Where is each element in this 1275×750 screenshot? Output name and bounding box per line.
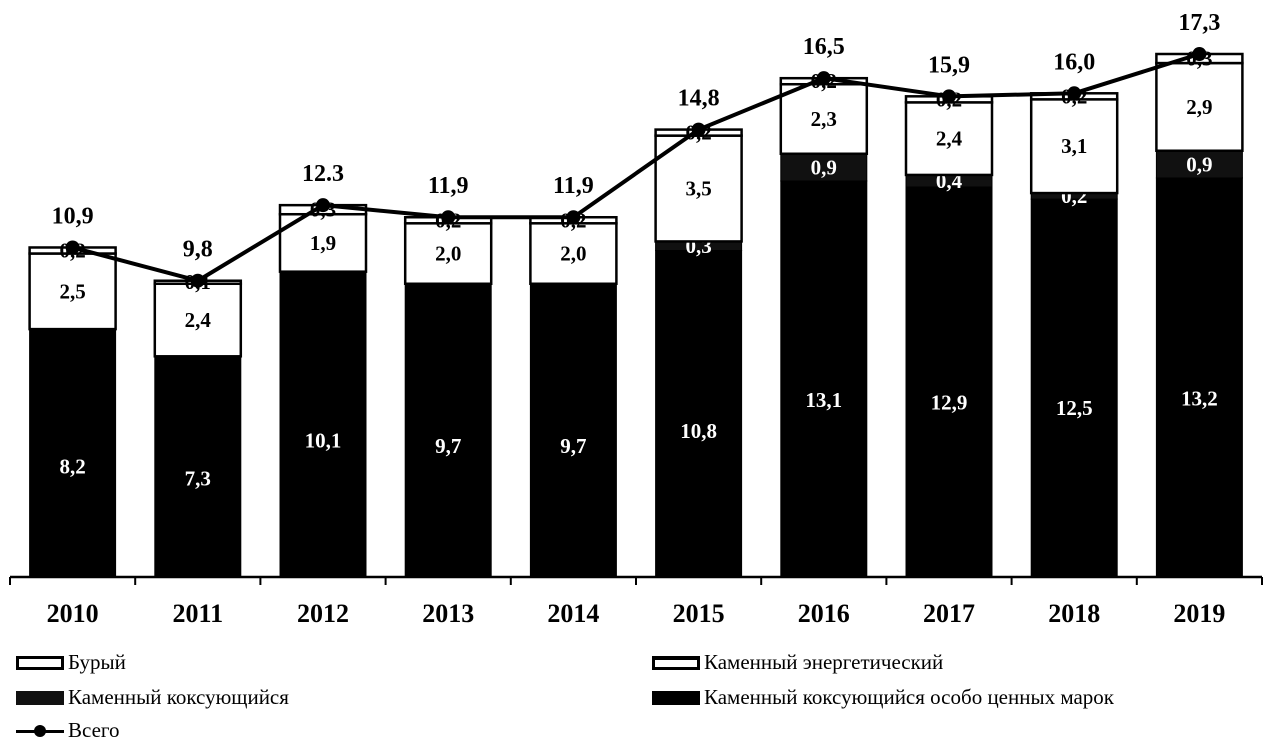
total-label-2010: 10,9 [52,203,94,229]
x-tick-label-2019: 2019 [1173,599,1225,628]
segment-label-1-2017: 12,9 [931,391,968,415]
total-label-2013: 11,9 [428,173,469,199]
segment-label-1-2014: 9,7 [560,434,586,458]
bar-segment-3-2019 [1155,61,1244,152]
bar-segment-1-2015 [655,250,743,578]
total-line [72,52,1200,283]
segment-label-1-2010: 8,2 [59,454,85,478]
bar-segment-3-2018 [1029,98,1119,195]
x-tick-label-2013: 2013 [422,599,474,628]
bars-layer: 8,22,50,27,32,40,110,11,90,39,72,00,29,7… [28,47,1244,578]
segment-label-3-2013: 2,0 [435,242,461,266]
total-point-2012 [316,198,330,213]
total-label-2014: 11,9 [553,173,594,199]
segment-label-2-2016: 0,9 [811,155,837,179]
x-axis: 2010 2011 2012 2013 2014 2015 2016 2017 2018 2019 [9,575,1263,628]
bar-segment-3-2013 [403,222,493,286]
x-tick-label-2017: 2017 [923,599,975,628]
segment-label-3-2018: 3,1 [1061,134,1087,158]
segment-label-1-2019: 13,2 [1181,386,1218,410]
x-tick-label-2012: 2012 [297,599,349,628]
segment-label-1-2016: 13,1 [805,388,842,412]
total-label-2019: 17,3 [1178,10,1220,36]
total-point-2011 [190,273,205,288]
segment-label-1-2013: 9,7 [435,434,461,458]
bar-segment-1-2011 [154,355,242,578]
segment-label-3-2019: 2,9 [1186,95,1212,119]
x-tick-label-2011: 2011 [173,599,224,628]
segment-label-1-2011: 7,3 [185,467,211,491]
bar-segment-1-2018 [1030,198,1118,578]
x-tick-label-2010: 2010 [47,599,99,628]
bar-segment-3-2011 [153,282,243,358]
segment-label-1-2012: 10,1 [305,429,342,453]
bar-segment-1-2019 [1155,177,1243,578]
x-tick-label-2015: 2015 [673,599,725,628]
segment-label-3-2011: 2,4 [185,308,212,332]
segment-label-3-2012: 1,9 [310,231,336,255]
segment-label-1-2015: 10,8 [680,419,717,443]
segment-label-3-2015: 3,5 [685,177,711,201]
bar-segment-1-2016 [780,180,868,578]
total-label-2011: 9,8 [183,237,213,263]
bar-segment-1-2017 [905,186,993,578]
x-tick-label-2018: 2018 [1048,599,1100,628]
segment-label-3-2010: 2,5 [59,279,85,303]
bar-segment-3-2015 [654,134,743,243]
total-label-2018: 16,0 [1053,49,1095,75]
total-point-2019 [1192,47,1207,61]
total-point-2017 [942,89,956,104]
total-line-layer: 10,9 9,8 12.3 11,9 11,9 14,8 16,5 15,9 16,0 17,3 [52,10,1220,288]
segment-label-1-2018: 12,5 [1056,396,1093,420]
total-point-2018 [1067,86,1082,101]
segment-label-3-2014: 2,0 [560,242,586,266]
bar-segment-3-2017 [904,101,994,177]
x-tick-label-2016: 2016 [798,599,850,628]
total-label-2012: 12.3 [302,161,344,187]
total-point-2015 [691,122,706,137]
total-label-2017: 15,9 [928,52,970,78]
bar-segment-2-2016 [780,153,868,182]
bar-segment-3-2014 [529,222,618,286]
total-point-2013 [441,210,456,225]
bar-segment-1-2012 [279,271,367,578]
bar-segment-1-2014 [529,283,617,578]
total-point-2016 [816,71,831,86]
total-label-2015: 14,8 [678,86,720,112]
x-tick-label-2014: 2014 [547,599,599,628]
total-point-2014 [566,210,581,225]
bar-segment-3-2010 [28,252,117,331]
segment-label-3-2016: 2,3 [811,107,837,131]
bar-segment-1-2013 [404,283,492,578]
bar-segment-1-2010 [29,328,117,578]
segment-label-3-2017: 2,4 [936,127,963,151]
segment-label-2-2019: 0,9 [1186,152,1212,176]
total-label-2016: 16,5 [803,34,845,60]
total-point-2010 [65,240,80,255]
